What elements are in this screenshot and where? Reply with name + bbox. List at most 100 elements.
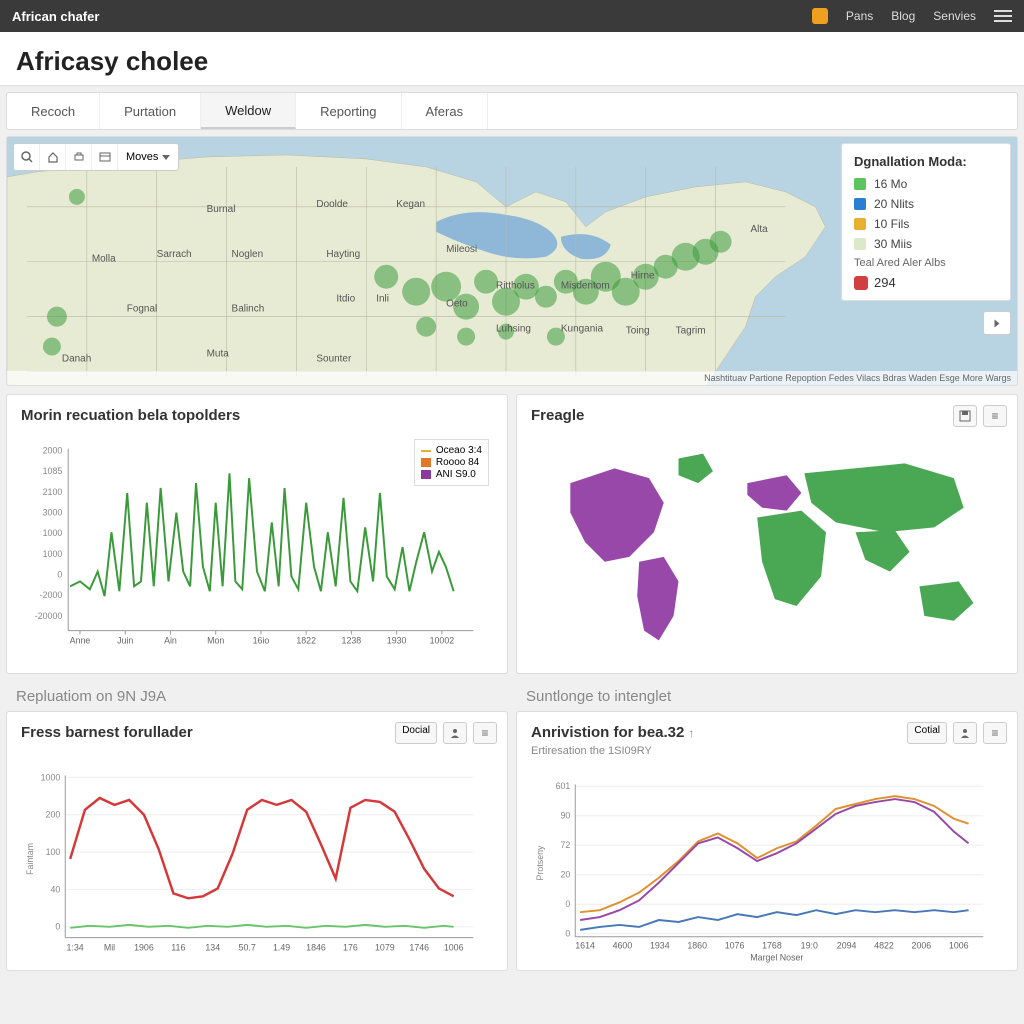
svg-text:Hirne: Hirne bbox=[631, 271, 655, 282]
map-footer-links[interactable]: Nashtituav Partione Repoption Fedes Vila… bbox=[7, 371, 1017, 385]
svg-text:1076: 1076 bbox=[725, 941, 745, 951]
svg-text:Luhsing: Luhsing bbox=[496, 324, 531, 335]
tab-reporting[interactable]: Reporting bbox=[296, 93, 401, 129]
nav-pans[interactable]: Pans bbox=[846, 9, 873, 23]
svg-text:Sounter: Sounter bbox=[316, 354, 352, 365]
svg-text:Oeto: Oeto bbox=[446, 299, 468, 310]
svg-text:1614: 1614 bbox=[575, 941, 595, 951]
svg-text:50.7: 50.7 bbox=[239, 942, 256, 952]
chevron-down-icon bbox=[162, 155, 170, 160]
svg-text:1:34: 1:34 bbox=[66, 942, 83, 952]
map-more-dropdown[interactable]: Moves bbox=[118, 151, 178, 163]
svg-text:1746: 1746 bbox=[409, 942, 429, 952]
map-collapse-button[interactable] bbox=[983, 311, 1011, 335]
svg-text:1000: 1000 bbox=[43, 549, 63, 559]
svg-text:4822: 4822 bbox=[874, 941, 894, 951]
tab-purtation[interactable]: Purtation bbox=[100, 93, 201, 129]
svg-text:3000: 3000 bbox=[43, 508, 63, 518]
legend-alert: 294 bbox=[854, 275, 998, 290]
svg-text:Noglen: Noglen bbox=[232, 249, 264, 260]
svg-text:Kegan: Kegan bbox=[396, 199, 425, 210]
map-panel: Moves Dgnallation Moda: 16 Mo20 Nlits10 … bbox=[6, 136, 1018, 386]
layout-icon[interactable] bbox=[92, 144, 118, 170]
svg-text:19:0: 19:0 bbox=[801, 941, 818, 951]
svg-text:Anne: Anne bbox=[70, 635, 91, 645]
tab-weldow[interactable]: Weldow bbox=[201, 93, 296, 129]
svg-text:1000: 1000 bbox=[43, 528, 63, 538]
svg-text:Itdio: Itdio bbox=[336, 294, 355, 305]
logo-icon bbox=[812, 8, 828, 24]
panel-world: Freagle ≡ bbox=[516, 394, 1018, 674]
nav-services[interactable]: Senvies bbox=[933, 9, 976, 23]
map-legend: Dgnallation Moda: 16 Mo20 Nlits10 Fils30… bbox=[841, 143, 1011, 301]
svg-text:0: 0 bbox=[57, 569, 62, 579]
svg-text:Protseny: Protseny bbox=[535, 845, 545, 880]
svg-text:Mil: Mil bbox=[104, 942, 115, 952]
svg-text:1930: 1930 bbox=[387, 635, 407, 645]
docial-button[interactable]: Docial bbox=[395, 722, 437, 744]
panel-anrivistion-tools: Cotial ≡ bbox=[907, 722, 1007, 744]
svg-text:20: 20 bbox=[560, 870, 570, 880]
svg-text:Fognal: Fognal bbox=[127, 304, 157, 315]
svg-text:Juin: Juin bbox=[117, 635, 133, 645]
panel-recuation-title: Morin recuation bela topolders bbox=[21, 407, 493, 424]
svg-text:2006: 2006 bbox=[912, 941, 932, 951]
map-toolbar: Moves bbox=[13, 143, 179, 171]
tab-recoch[interactable]: Recoch bbox=[7, 93, 100, 129]
panel-world-tools: ≡ bbox=[953, 405, 1007, 427]
print-icon[interactable] bbox=[66, 144, 92, 170]
svg-text:1085: 1085 bbox=[43, 466, 63, 476]
alert-value: 294 bbox=[874, 275, 896, 290]
svg-text:1860: 1860 bbox=[687, 941, 707, 951]
panel-world-title: Freagle bbox=[531, 407, 1003, 424]
svg-text:Misdentom: Misdentom bbox=[561, 281, 610, 292]
chevron-left-icon bbox=[995, 319, 1000, 327]
svg-text:72: 72 bbox=[560, 840, 570, 850]
page-header: Africasy cholee bbox=[0, 32, 1024, 86]
svg-text:1846: 1846 bbox=[306, 942, 326, 952]
search-icon[interactable] bbox=[14, 144, 40, 170]
svg-text:90: 90 bbox=[560, 811, 570, 821]
panel-recuation: Morin recuation bela topolders 200010852… bbox=[6, 394, 508, 674]
svg-text:0: 0 bbox=[565, 899, 570, 909]
legend-item: 30 Miis bbox=[854, 237, 998, 251]
user-icon[interactable] bbox=[443, 722, 467, 744]
tab-aferas[interactable]: Aferas bbox=[402, 93, 489, 129]
svg-text:-20000: -20000 bbox=[35, 611, 63, 621]
page-title: Africasy cholee bbox=[16, 46, 1008, 77]
site-title: African chafer bbox=[12, 9, 812, 24]
svg-text:0: 0 bbox=[565, 929, 570, 939]
cotial-button[interactable]: Cotial bbox=[907, 722, 947, 744]
menu-icon[interactable]: ≡ bbox=[473, 722, 497, 744]
svg-text:10002: 10002 bbox=[430, 635, 455, 645]
section-left-title: Repluatiom on 9N J9A bbox=[16, 688, 498, 705]
svg-text:Faintam: Faintam bbox=[25, 843, 35, 875]
svg-text:Hayting: Hayting bbox=[326, 249, 360, 260]
user-icon[interactable] bbox=[953, 722, 977, 744]
svg-text:176: 176 bbox=[343, 942, 358, 952]
menu-icon[interactable]: ≡ bbox=[983, 405, 1007, 427]
svg-text:Toing: Toing bbox=[626, 326, 650, 337]
panel-anrivistion-sub: Ertiresation the 1SI09RY bbox=[531, 745, 1003, 757]
svg-text:40: 40 bbox=[50, 884, 60, 894]
hamburger-icon[interactable] bbox=[994, 10, 1012, 22]
panel-barnest: Fress barnest forullader Docial ≡ 100020… bbox=[6, 711, 508, 971]
svg-text:100: 100 bbox=[46, 847, 61, 857]
svg-text:4600: 4600 bbox=[613, 941, 633, 951]
svg-text:1822: 1822 bbox=[296, 635, 316, 645]
svg-text:1006: 1006 bbox=[949, 941, 969, 951]
svg-text:2094: 2094 bbox=[837, 941, 857, 951]
home-icon[interactable] bbox=[40, 144, 66, 170]
svg-text:116: 116 bbox=[171, 942, 185, 952]
line-chart-bl: 1000200100400Faintam1:34Mil190611613450.… bbox=[21, 749, 493, 964]
legend-item: 16 Mo bbox=[854, 177, 998, 191]
svg-text:Inli: Inli bbox=[376, 294, 389, 305]
chart1-legend: Oceao 3:4Roooo 84ANI S9.0 bbox=[414, 439, 489, 486]
save-icon[interactable] bbox=[953, 405, 977, 427]
svg-text:1238: 1238 bbox=[342, 635, 362, 645]
menu-icon[interactable]: ≡ bbox=[983, 722, 1007, 744]
legend-title: Dgnallation Moda: bbox=[854, 154, 998, 169]
nav-blog[interactable]: Blog bbox=[891, 9, 915, 23]
svg-text:Rittholus: Rittholus bbox=[496, 281, 535, 292]
panel-anrivistion: Anrivistion for bea.32↑ Ertiresation the… bbox=[516, 711, 1018, 971]
